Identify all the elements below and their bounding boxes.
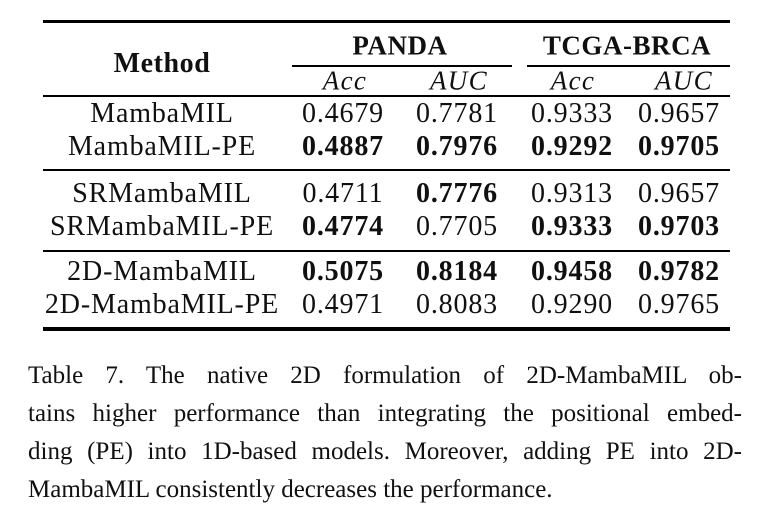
metric-value: 0.9782 bbox=[637, 256, 721, 287]
metric-value: 0.7976 bbox=[415, 131, 499, 162]
auc-subheader-panda: AUC bbox=[429, 65, 489, 96]
metric-value: 0.9765 bbox=[637, 289, 721, 320]
metric-value: 0.9657 bbox=[637, 98, 721, 129]
acc-subheader-tcga: Acc bbox=[550, 65, 596, 96]
metric-value: 0.7705 bbox=[415, 211, 499, 242]
method-name: SRMambaMIL bbox=[72, 178, 252, 209]
table-bottom-rule bbox=[43, 327, 730, 331]
panda-cmidrule bbox=[292, 65, 512, 67]
group-separator-rule-2 bbox=[43, 250, 730, 252]
caption-line: ding (PE) into 1D-based models. Moreover… bbox=[28, 438, 742, 465]
method-name: 2D-MambaMIL-PE bbox=[44, 289, 280, 320]
metric-value: 0.9657 bbox=[637, 178, 721, 209]
metric-value: 0.4679 bbox=[301, 98, 385, 129]
metric-value: 0.9703 bbox=[637, 211, 721, 242]
metric-value: 0.9313 bbox=[530, 178, 614, 209]
metric-value: 0.9292 bbox=[530, 131, 614, 162]
panda-group-header: PANDA bbox=[352, 30, 448, 61]
caption-line: tains higher performance than integratin… bbox=[28, 400, 742, 427]
method-column-header: Method bbox=[113, 48, 211, 79]
group-separator-rule-1 bbox=[43, 169, 730, 171]
method-name: SRMambaMIL-PE bbox=[49, 211, 275, 242]
table-top-rule bbox=[43, 20, 730, 23]
metric-value: 0.9458 bbox=[530, 256, 614, 287]
method-name: MambaMIL-PE bbox=[67, 131, 257, 162]
tcga-brca-group-header: TCGA-BRCA bbox=[542, 30, 712, 61]
metric-value: 0.4887 bbox=[301, 131, 385, 162]
caption-line: MambaMIL consistently decreases the perf… bbox=[28, 476, 553, 503]
metric-value: 0.4774 bbox=[301, 211, 385, 242]
metric-value: 0.9333 bbox=[530, 98, 614, 129]
metric-value: 0.9705 bbox=[637, 131, 721, 162]
tcga-brca-cmidrule bbox=[527, 65, 730, 67]
metric-value: 0.9290 bbox=[530, 289, 614, 320]
method-name: 2D-MambaMIL bbox=[67, 256, 257, 287]
metric-value: 0.5075 bbox=[301, 256, 385, 287]
table-caption: Table 7. The native 2D formulation of 2D… bbox=[28, 357, 742, 509]
header-bottom-rule bbox=[43, 95, 730, 97]
metric-value: 0.7781 bbox=[415, 98, 499, 129]
metric-value: 0.4971 bbox=[301, 289, 385, 320]
metric-value: 0.8083 bbox=[415, 289, 499, 320]
acc-subheader-panda: Acc bbox=[322, 65, 368, 96]
metric-value: 0.9333 bbox=[530, 211, 614, 242]
metric-value: 0.7776 bbox=[415, 178, 499, 209]
caption-line: Table 7. The native 2D formulation of 2D… bbox=[28, 362, 742, 389]
metric-value: 0.4711 bbox=[302, 178, 384, 209]
metric-value: 0.8184 bbox=[415, 256, 499, 287]
method-name: MambaMIL bbox=[90, 98, 234, 129]
auc-subheader-tcga: AUC bbox=[654, 65, 714, 96]
